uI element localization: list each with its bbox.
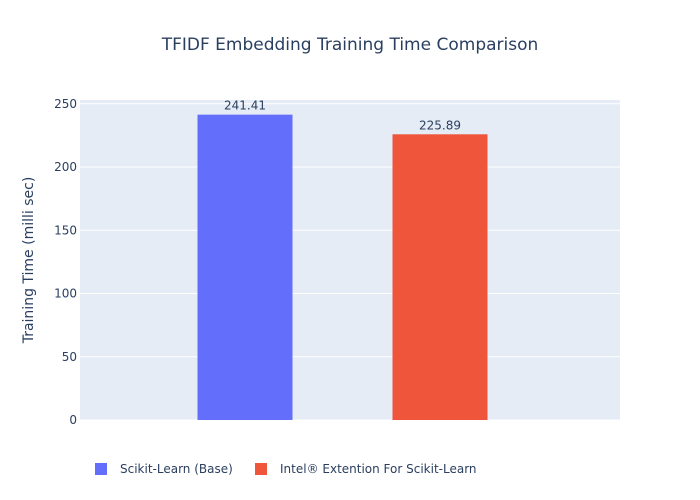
chart-title: TFIDF Embedding Training Time Comparison (161, 35, 539, 55)
y-tick-label: 100 (54, 287, 77, 301)
data-labels: 241.41 225.89 (224, 99, 461, 133)
legend-item[interactable]: Scikit-Learn (Base) (95, 462, 233, 476)
bar[interactable] (392, 134, 488, 421)
plot-area (80, 100, 620, 420)
y-tick-label: 250 (54, 97, 77, 111)
y-tick-label: 150 (54, 223, 77, 237)
legend-swatch (95, 463, 107, 475)
legend-item[interactable]: Intel® Extention For Scikit-Learn (255, 462, 477, 476)
y-tick-label: 0 (69, 413, 77, 427)
legend-swatch (255, 463, 267, 475)
legend-label: Intel® Extention For Scikit-Learn (280, 462, 477, 476)
data-label: 241.41 (224, 99, 266, 113)
legend-label: Scikit-Learn (Base) (120, 462, 233, 476)
data-label: 225.89 (419, 118, 461, 132)
y-tick-label: 50 (62, 350, 77, 364)
y-tick-label: 200 (54, 160, 77, 174)
gridlines (80, 103, 620, 421)
y-axis-title: Training Time (milli sec) (21, 177, 37, 345)
bars (197, 114, 488, 421)
bar[interactable] (197, 114, 293, 420)
legend[interactable]: Scikit-Learn (Base) Intel® Extention For … (95, 462, 477, 476)
y-axis-ticks: 0 50 100 150 200 250 (54, 97, 77, 427)
